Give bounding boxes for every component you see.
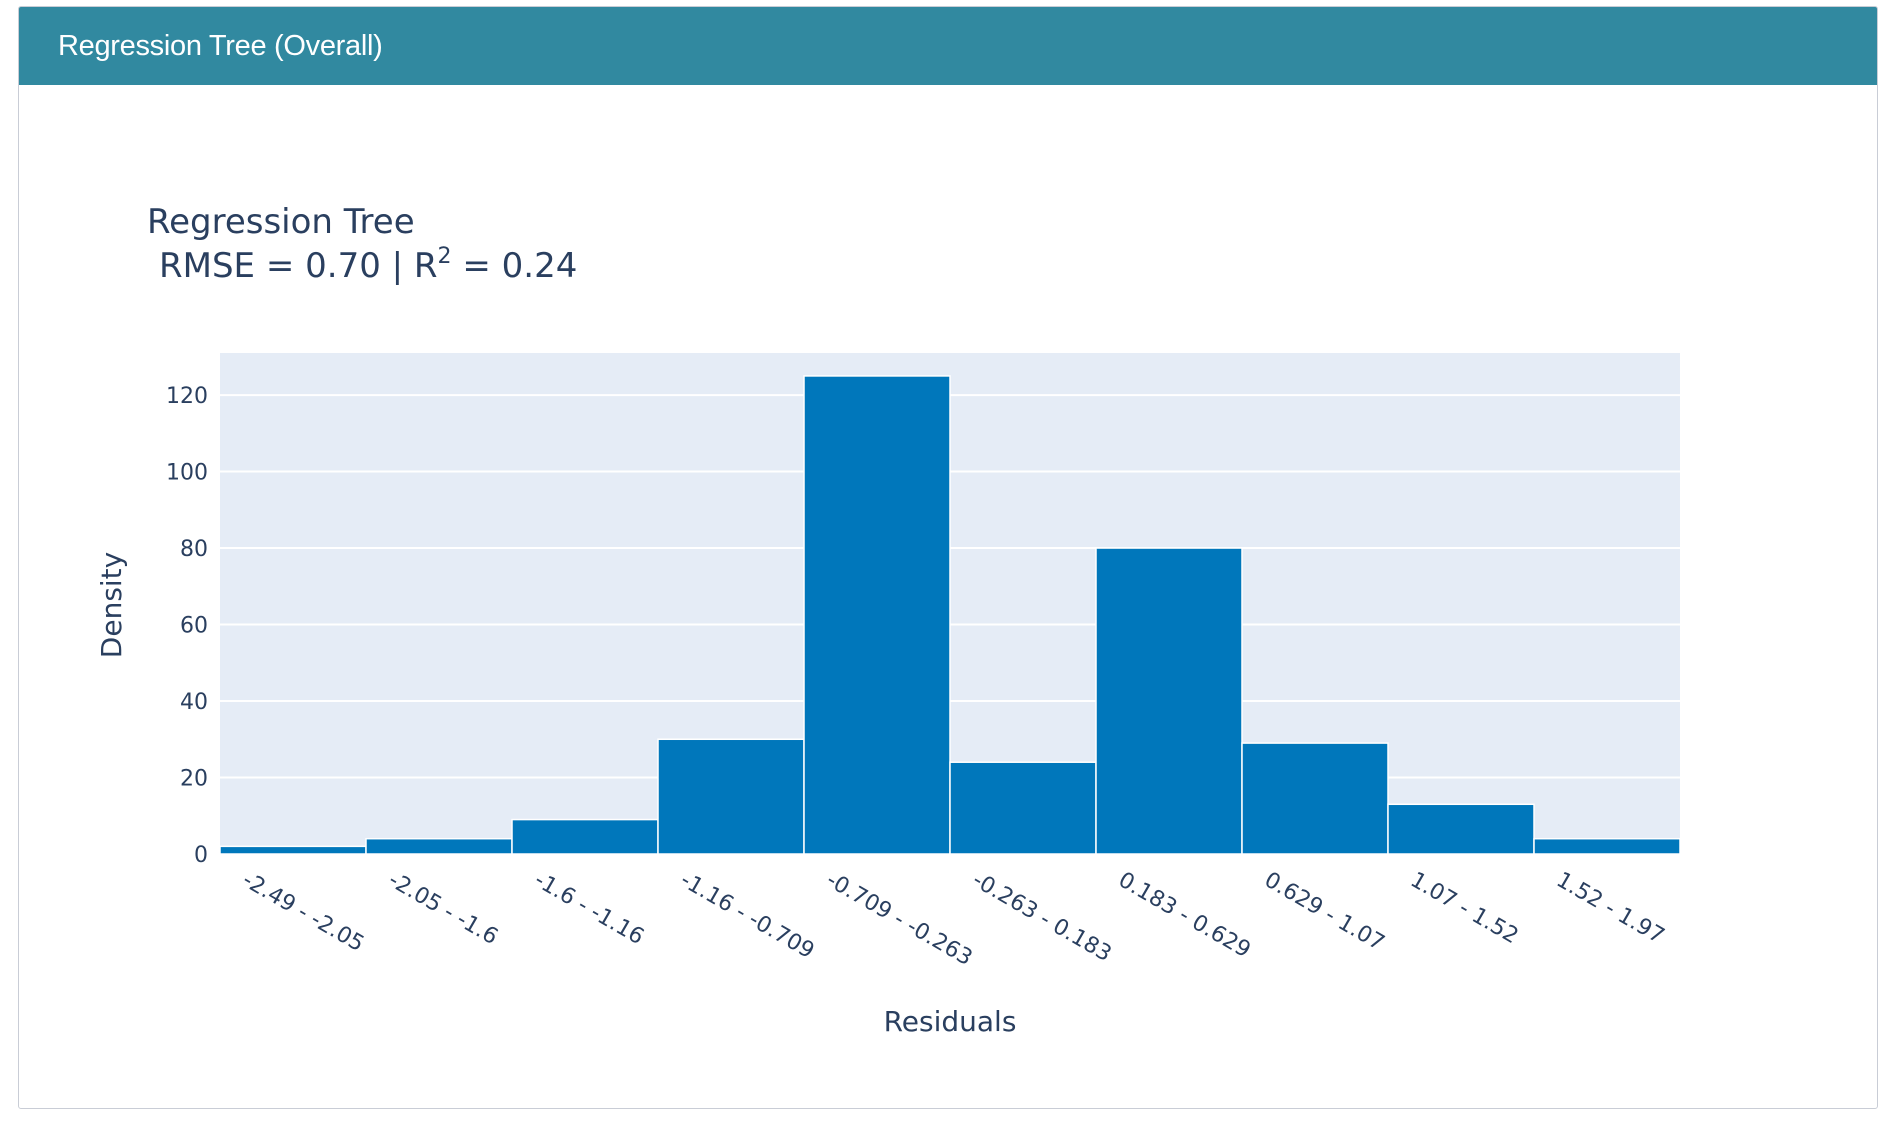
x-tick-label: -1.6 - -1.16: [530, 868, 648, 951]
y-tick-label: 0: [194, 843, 208, 868]
y-axis-title: Density: [95, 552, 128, 658]
histogram-bar: [1095, 547, 1243, 855]
chart-container: Regression Tree RMSE = 0.70 | R2 = 0.24 …: [19, 85, 1877, 1108]
y-tick-label: 40: [180, 690, 208, 715]
histogram-bar: [657, 738, 805, 855]
x-tick-label: -0.709 - -0.263: [822, 868, 976, 972]
y-tick-label: 100: [166, 461, 208, 486]
y-tick-label: 120: [166, 384, 208, 409]
y-tick-label: 80: [180, 537, 208, 562]
chart-title-line1: Regression Tree: [147, 202, 415, 242]
panel-header: Regression Tree (Overall): [19, 7, 1877, 85]
y-tick-label: 60: [180, 614, 208, 639]
y-tick-label: 20: [180, 767, 208, 792]
x-tick-label: -0.263 - 0.183: [968, 868, 1115, 968]
x-tick-label: 0.183 - 0.629: [1114, 868, 1255, 964]
chart-panel: Regression Tree (Overall) Regression Tre…: [18, 6, 1878, 1109]
histogram-bar: [1387, 803, 1535, 855]
histogram-bar: [511, 818, 659, 855]
r-squared-superscript: 2: [438, 244, 452, 269]
x-tick-label: 1.52 - 1.97: [1552, 868, 1668, 950]
chart-title-line2: RMSE = 0.70 | R2 = 0.24: [159, 244, 577, 286]
x-tick-label: -2.49 - -2.05: [238, 868, 368, 958]
histogram-chart: Regression Tree RMSE = 0.70 | R2 = 0.24 …: [95, 202, 1681, 1038]
histogram-bar: [1241, 742, 1389, 855]
histogram-bar: [803, 375, 951, 855]
x-tick-label: 0.629 - 1.07: [1260, 868, 1388, 957]
x-tick-label: -1.16 - -0.709: [676, 868, 818, 965]
histogram-bar: [365, 837, 513, 855]
histogram-bar: [219, 845, 367, 855]
histogram-bar: [1533, 837, 1681, 855]
x-tick-label: -2.05 - -1.6: [384, 868, 502, 951]
x-axis-title: Residuals: [884, 1005, 1017, 1038]
x-tick-label: 1.07 - 1.52: [1406, 868, 1522, 950]
panel-title: Regression Tree (Overall): [58, 29, 383, 62]
histogram-bar: [949, 761, 1097, 855]
